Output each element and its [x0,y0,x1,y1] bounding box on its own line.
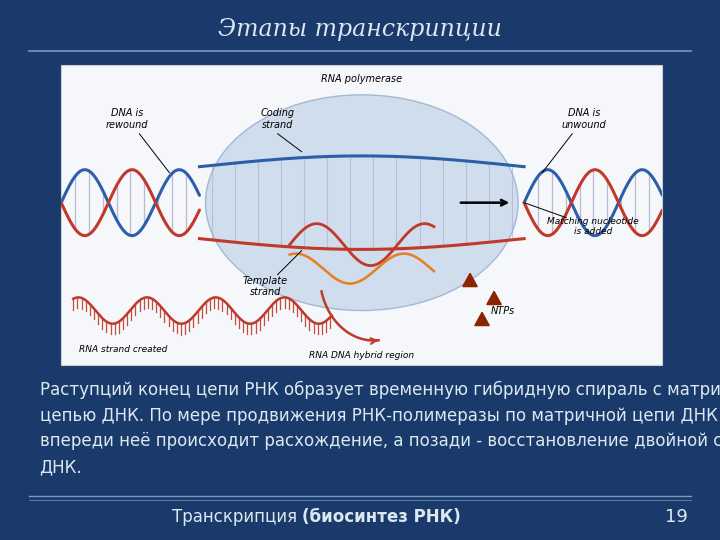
Text: NTPs: NTPs [491,306,516,315]
Text: DNA is
rewound: DNA is rewound [106,108,148,130]
Text: DNA is
unwound: DNA is unwound [562,108,607,130]
Text: RNA strand created: RNA strand created [79,345,168,354]
Text: (биосинтез РНК): (биосинтез РНК) [302,508,461,526]
Text: Matching nucleotide
is added: Matching nucleotide is added [547,217,639,237]
Text: Template
strand: Template strand [243,276,288,298]
Ellipse shape [205,94,518,310]
Text: RNA polymerase: RNA polymerase [321,74,402,84]
Text: Транскрипция: Транскрипция [172,508,302,526]
FancyBboxPatch shape [61,65,662,365]
Polygon shape [487,292,501,305]
Polygon shape [474,312,490,326]
Text: Этапы транскрипции: Этапы транскрипции [218,18,502,41]
Text: Coding
strand: Coding strand [261,108,294,130]
Text: RNA DNA hybrid region: RNA DNA hybrid region [309,350,415,360]
Text: Раступций конец цепи РНК образует временную гибридную спираль с матричной
цепью : Раступций конец цепи РНК образует времен… [40,381,720,476]
Polygon shape [463,273,477,287]
Text: 19: 19 [665,508,688,526]
